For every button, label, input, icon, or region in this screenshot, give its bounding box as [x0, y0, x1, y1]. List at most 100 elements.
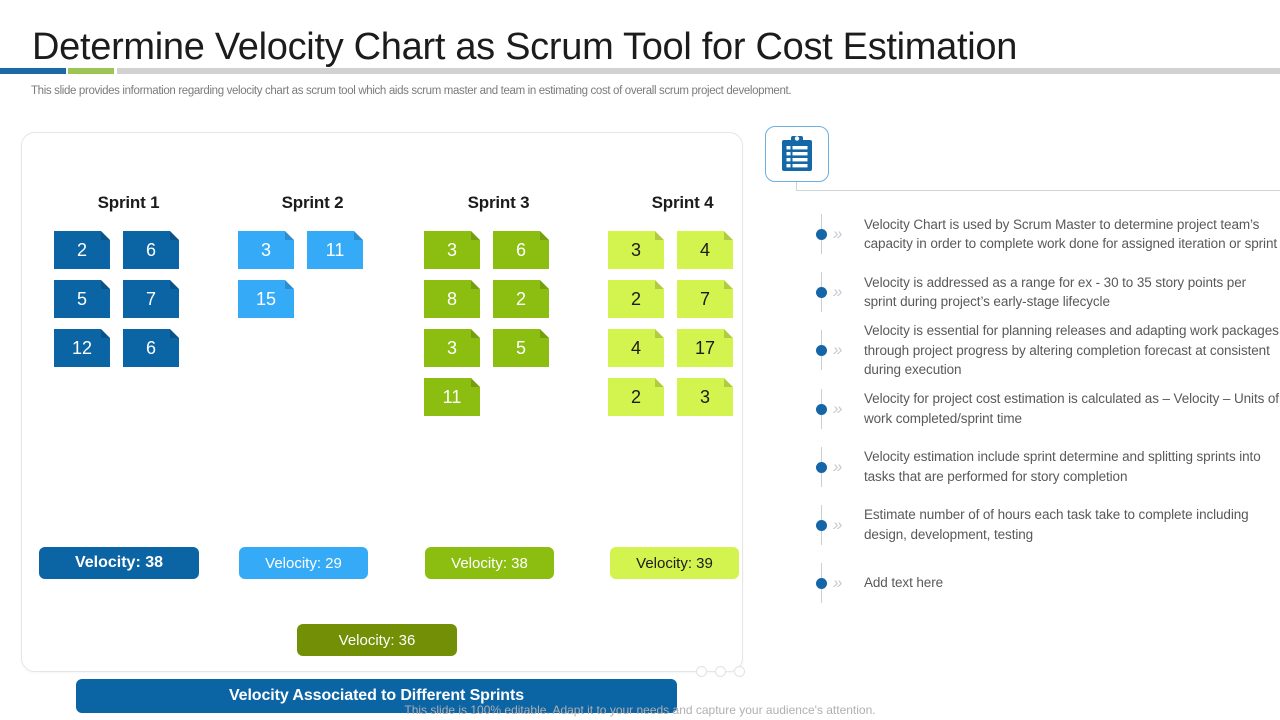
sprint-title: Sprint 3	[467, 193, 530, 212]
story-point-card[interactable]: 3	[677, 378, 733, 416]
story-point-card[interactable]: 3	[424, 231, 480, 269]
story-point-grid: 3 11 15	[220, 231, 405, 318]
velocity-chart-panel: Sprint 1 2 6 5 7 12 6 Sprint 2 3 11 15 S…	[21, 132, 745, 713]
story-point-value: 17	[694, 338, 716, 358]
double-chevron-right-icon: »	[833, 398, 843, 418]
story-point-value: 12	[71, 338, 93, 358]
sprint-title: Sprint 4	[651, 193, 714, 212]
story-point-value: 2	[630, 289, 641, 309]
slide-footer-note: This slide is 100% editable. Adapt it to…	[404, 703, 876, 717]
title-underline-rule	[0, 68, 1280, 74]
story-point-card[interactable]: 8	[424, 280, 480, 318]
story-point-value: 6	[145, 240, 156, 260]
list-item[interactable]: » Velocity estimation include sprint det…	[812, 438, 1280, 496]
story-point-card[interactable]: 6	[123, 231, 179, 269]
story-point-card[interactable]: 17	[677, 329, 733, 367]
list-item[interactable]: » Add text here	[812, 554, 1280, 612]
story-point-value: 15	[255, 289, 277, 309]
story-point-value: 5	[515, 338, 526, 358]
fold-corner-icon	[471, 280, 480, 289]
rule-segment-blue	[0, 68, 66, 74]
info-bullet-list: » Velocity Chart is used by Scrum Master…	[812, 205, 1280, 612]
story-point-value: 4	[699, 240, 710, 260]
fold-corner-icon	[170, 231, 179, 240]
story-point-card[interactable]: 5	[54, 280, 110, 318]
fold-corner-icon	[655, 280, 664, 289]
rule-segment-green	[68, 68, 114, 74]
page-subtitle: This slide provides information regardin…	[31, 85, 792, 97]
story-point-card[interactable]: 2	[608, 378, 664, 416]
list-item[interactable]: » Estimate number of of hours each task …	[812, 496, 1280, 554]
sprint-title: Sprint 2	[281, 193, 344, 212]
fold-corner-icon	[170, 280, 179, 289]
double-chevron-right-icon: »	[833, 572, 843, 592]
bullet-dot-icon	[816, 461, 827, 473]
sprint-column-1: Sprint 1 2 6 5 7 12 6	[36, 193, 221, 367]
sprint-title: Sprint 1	[97, 193, 160, 212]
story-point-card[interactable]: 3	[424, 329, 480, 367]
clipboard-checklist-icon	[782, 136, 812, 171]
sprint-column-2: Sprint 2 3 11 15	[220, 193, 405, 318]
story-point-card[interactable]: 5	[493, 329, 549, 367]
story-point-value: 11	[442, 387, 462, 407]
fold-corner-icon	[724, 329, 733, 338]
bullet-dot-icon	[816, 229, 827, 240]
list-item[interactable]: » Velocity for project cost estimation i…	[812, 380, 1280, 438]
fold-corner-icon	[655, 231, 664, 240]
icon-connector-stub	[796, 182, 797, 191]
bullet-marker: »	[812, 322, 864, 378]
list-item[interactable]: » Velocity is addressed as a range for e…	[812, 263, 1280, 321]
bullet-marker: »	[812, 206, 864, 262]
bullet-dot-icon	[816, 403, 827, 415]
corner-dot	[734, 666, 745, 677]
list-item[interactable]: » Velocity is essential for planning rel…	[812, 321, 1280, 380]
list-item-text: Velocity estimation include sprint deter…	[864, 449, 1261, 484]
corner-dot	[696, 666, 707, 677]
story-point-card[interactable]: 4	[677, 231, 733, 269]
story-point-grid: 3 6 8 2 3 5 11	[406, 231, 591, 416]
fold-corner-icon	[540, 231, 549, 240]
velocity-badge-sprint-2: Velocity: 29	[239, 547, 368, 579]
story-point-card[interactable]: 3	[238, 231, 294, 269]
fold-corner-icon	[285, 231, 294, 240]
fold-corner-icon	[170, 329, 179, 338]
story-point-card[interactable]: 2	[493, 280, 549, 318]
story-point-card[interactable]: 15	[238, 280, 294, 318]
fold-corner-icon	[724, 231, 733, 240]
list-item-text: Velocity is essential for planning relea…	[864, 323, 1279, 377]
story-point-value: 6	[515, 240, 526, 260]
story-point-card[interactable]: 4	[608, 329, 664, 367]
icon-connector-rail	[796, 190, 1280, 191]
fold-corner-icon	[540, 280, 549, 289]
story-point-value: 6	[145, 338, 156, 358]
list-item-text: Add text here	[864, 574, 944, 590]
story-point-card[interactable]: 11	[307, 231, 363, 269]
story-point-card[interactable]: 6	[123, 329, 179, 367]
fold-corner-icon	[540, 329, 549, 338]
double-chevron-right-icon: »	[833, 456, 843, 476]
story-point-card[interactable]: 7	[123, 280, 179, 318]
story-point-card[interactable]: 6	[493, 231, 549, 269]
fold-corner-icon	[471, 378, 480, 387]
list-item[interactable]: » Velocity Chart is used by Scrum Master…	[812, 205, 1280, 263]
story-point-value: 8	[446, 289, 457, 309]
story-point-card[interactable]: 12	[54, 329, 110, 367]
story-point-card[interactable]: 7	[677, 280, 733, 318]
fold-corner-icon	[655, 329, 664, 338]
story-point-card[interactable]: 11	[424, 378, 480, 416]
fold-corner-icon	[101, 329, 110, 338]
story-point-value: 4	[630, 338, 641, 358]
story-point-card[interactable]: 2	[54, 231, 110, 269]
card-corner-dots	[696, 666, 745, 677]
story-point-card[interactable]: 2	[608, 280, 664, 318]
story-point-grid: 2 6 5 7 12 6	[36, 231, 221, 367]
double-chevron-right-icon: »	[833, 514, 843, 534]
fold-corner-icon	[285, 280, 294, 289]
story-point-value: 5	[76, 289, 87, 309]
story-point-value: 11	[325, 240, 345, 260]
bullet-dot-icon	[816, 577, 827, 589]
sprint-column-4: Sprint 4 3 4 2 7 4 17 2 3	[590, 193, 775, 416]
story-point-card[interactable]: 3	[608, 231, 664, 269]
fold-corner-icon	[101, 231, 110, 240]
bullet-marker: »	[812, 497, 864, 553]
